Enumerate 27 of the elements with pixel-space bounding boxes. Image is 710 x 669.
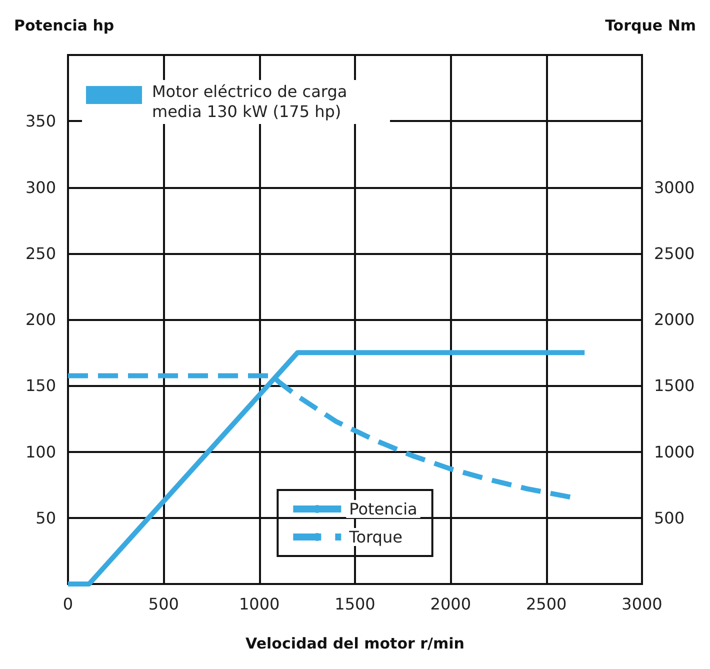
x-tick-label: 1000 <box>238 594 280 614</box>
legend-label: Torque <box>348 528 402 546</box>
note-box: Motor eléctrico de carga media 130 kW (175 hp) <box>82 80 390 124</box>
x-tick-label: 500 <box>148 594 179 614</box>
legend-label: Potencia <box>349 500 418 518</box>
y2-tick-label: 2500 <box>654 244 695 263</box>
y-tick-label: 100 <box>25 442 56 462</box>
y-axis-title: Potencia hp <box>14 16 114 34</box>
y2-tick-label: 500 <box>654 508 685 528</box>
x-tick-label: 2500 <box>526 594 567 614</box>
x-tick-label: 3000 <box>622 594 662 614</box>
y2-axis-title: Torque Nm <box>605 16 696 34</box>
x-axis-title: Velocidad del motor r/min <box>246 634 464 652</box>
y-tick-label: 250 <box>25 244 56 263</box>
x-tick-label: 1500 <box>334 594 376 614</box>
x-tick-label: 0 <box>62 594 74 614</box>
y2-tick-label: 1000 <box>654 442 695 462</box>
y2-tick-label: 3000 <box>654 178 695 197</box>
y-tick-label: 150 <box>25 376 56 396</box>
x-tick-label: 2000 <box>430 594 472 614</box>
y-tick-label: 350 <box>25 112 56 131</box>
y-tick-label: 50 <box>36 508 56 528</box>
y-tick-label: 300 <box>25 178 56 197</box>
y-tick-label: 200 <box>25 310 56 329</box>
y2-tick-label: 2000 <box>654 310 695 329</box>
y2-tick-label: 1500 <box>654 376 695 396</box>
annotation: Motor eléctrico de carga media 130 kW (175 hp) <box>152 82 348 122</box>
